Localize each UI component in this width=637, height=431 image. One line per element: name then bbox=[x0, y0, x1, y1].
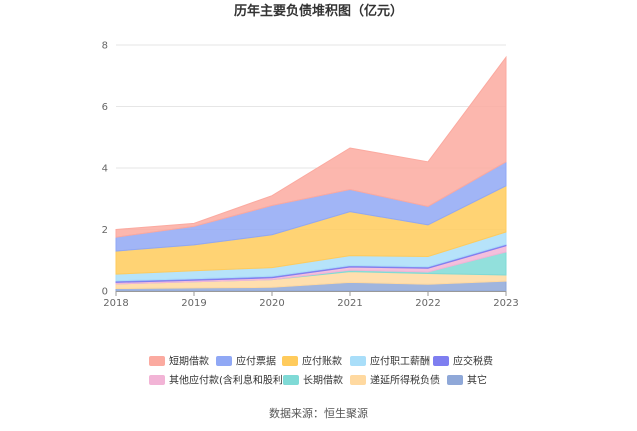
y-tick-label: 6 bbox=[102, 102, 108, 113]
legend-swatch bbox=[350, 356, 366, 366]
x-tick-label: 2021 bbox=[337, 298, 362, 309]
legend-swatch bbox=[216, 356, 232, 366]
area-series-8 bbox=[115, 55, 507, 238]
legend-label: 短期借款 bbox=[169, 355, 209, 368]
legend-swatch bbox=[149, 375, 165, 385]
y-tick-label: 2 bbox=[102, 225, 108, 236]
legend-label: 其它 bbox=[467, 374, 487, 387]
legend-label: 递延所得税负债 bbox=[370, 374, 440, 387]
legend-swatch bbox=[350, 375, 366, 385]
legend-swatch bbox=[149, 356, 165, 366]
legend-swatch bbox=[433, 356, 449, 366]
x-tick-label: 2023 bbox=[493, 298, 518, 309]
legend-swatch bbox=[282, 356, 298, 366]
y-tick-label: 4 bbox=[102, 164, 108, 175]
legend-swatch bbox=[283, 375, 299, 385]
area-series bbox=[115, 55, 507, 292]
legend-label: 其他应付款(含利息和股利) bbox=[169, 374, 287, 387]
source-note: 数据来源：恒生聚源 bbox=[269, 406, 368, 420]
legend-label: 应付账款 bbox=[302, 355, 342, 368]
legend-label: 应付职工薪酬 bbox=[370, 355, 430, 368]
y-tick-label: 8 bbox=[102, 41, 108, 52]
x-tick-label: 2018 bbox=[103, 298, 128, 309]
x-tick-label: 2022 bbox=[415, 298, 440, 309]
legend-swatch bbox=[447, 375, 463, 385]
x-tick-label: 2019 bbox=[181, 298, 206, 309]
legend-label: 应付票据 bbox=[236, 355, 276, 368]
axes: 0 2 4 6 8 2018 2019 2020 2021 2022 2023 bbox=[102, 41, 519, 310]
legend-label: 长期借款 bbox=[303, 374, 343, 387]
y-tick-label: 0 bbox=[102, 287, 108, 298]
legend-label: 应交税费 bbox=[453, 355, 493, 368]
x-tick-label: 2020 bbox=[259, 298, 284, 309]
chart-title: 历年主要负债堆积图（亿元） bbox=[234, 3, 403, 19]
